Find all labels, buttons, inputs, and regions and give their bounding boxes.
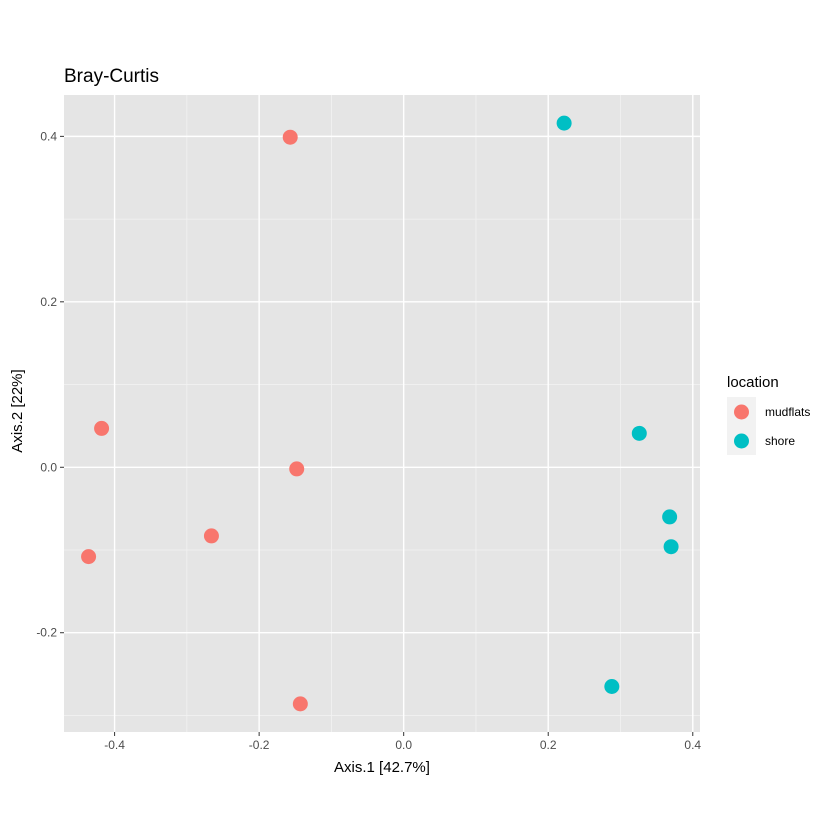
x-axis-ticks: -0.4 -0.2 0.0 0.2 0.4 bbox=[104, 732, 701, 752]
x-tick-label: 0.4 bbox=[684, 738, 701, 752]
point-shore bbox=[556, 115, 572, 131]
point-mudflats bbox=[292, 696, 308, 712]
point-shore bbox=[604, 679, 620, 694]
grid-major bbox=[64, 95, 700, 732]
chart-title: Bray-Curtis bbox=[64, 66, 159, 87]
x-tick-label: 0.2 bbox=[540, 738, 557, 752]
x-tick-label: 0.0 bbox=[395, 738, 412, 752]
legend-key-shore bbox=[734, 433, 749, 449]
point-mudflats bbox=[81, 549, 97, 565]
point-mudflats bbox=[282, 129, 298, 145]
legend-label-shore: shore bbox=[765, 434, 795, 448]
y-axis-ticks: -0.2 0.0 0.2 0.4 bbox=[36, 129, 64, 640]
x-tick-label: -0.4 bbox=[104, 738, 125, 752]
legend: location mudflats shore bbox=[727, 374, 810, 455]
x-tick-label: -0.2 bbox=[249, 738, 270, 752]
legend-title: location bbox=[727, 374, 779, 391]
data-points bbox=[81, 115, 679, 712]
y-tick-label: -0.2 bbox=[36, 626, 57, 640]
point-mudflats bbox=[94, 420, 110, 436]
point-mudflats bbox=[203, 528, 219, 544]
legend-key-mudflats bbox=[734, 404, 749, 420]
x-axis-title: Axis.1 [42.7%] bbox=[334, 759, 430, 776]
y-tick-label: 0.0 bbox=[40, 460, 57, 474]
plot-panel bbox=[64, 95, 700, 732]
grid-minor bbox=[64, 95, 700, 732]
y-axis-title: Axis.2 [22%] bbox=[9, 369, 26, 452]
legend-label-mudflats: mudflats bbox=[765, 405, 810, 419]
y-tick-label: 0.2 bbox=[40, 295, 57, 309]
point-shore bbox=[662, 509, 678, 525]
y-tick-label: 0.4 bbox=[40, 129, 57, 143]
point-shore bbox=[631, 425, 647, 441]
point-shore bbox=[663, 539, 679, 555]
point-mudflats bbox=[289, 461, 305, 477]
